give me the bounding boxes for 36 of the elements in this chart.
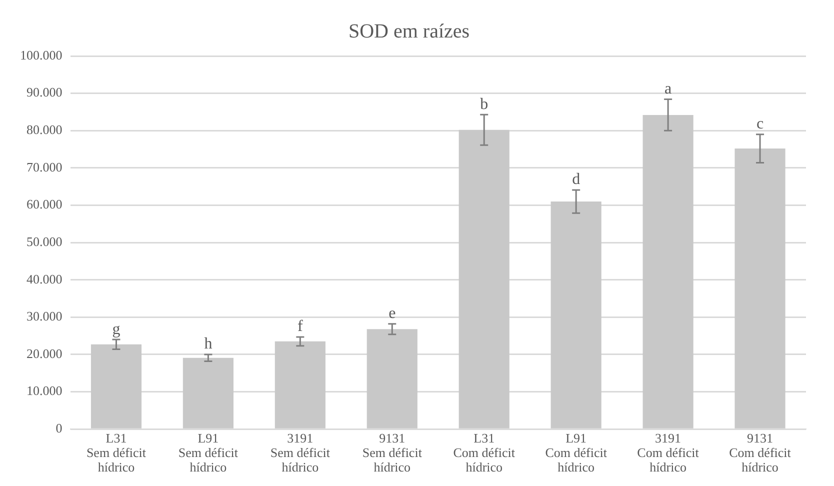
x-tick-label: L31 Com déficit hídrico: [453, 430, 516, 474]
y-tick-label: 0: [56, 420, 62, 436]
y-tick-label: 60.000: [26, 196, 62, 212]
x-tick-label: 3191 Sem déficit hídrico: [270, 430, 330, 474]
annotation: f: [298, 318, 304, 336]
x-tick-label: L91 Com déficit hídrico: [545, 430, 608, 474]
annotation: d: [572, 171, 580, 188]
y-tick-label: 70.000: [26, 159, 62, 174]
x-tick-label: 9131 Sem déficit hídrico: [362, 430, 422, 474]
annotation: c: [756, 116, 764, 133]
annotation: h: [204, 336, 212, 353]
bar: [734, 148, 786, 428]
x-tick-label: 9131 Com déficit hídrico: [729, 430, 792, 474]
y-tick-label: 10.000: [26, 383, 62, 398]
bar: [366, 329, 418, 428]
x-tick-label: 3191 Com déficit hídrico: [637, 430, 700, 474]
annotation: g: [112, 320, 120, 338]
x-tick-label: L31 Sem déficit hídrico: [86, 430, 146, 474]
bar: [458, 130, 510, 428]
bar: [182, 358, 234, 428]
y-tick-label: 40.000: [26, 271, 62, 286]
y-tick-label: 80.000: [26, 122, 62, 138]
bar: [550, 202, 602, 428]
y-tick-label: 100.000: [20, 47, 62, 62]
bar: [90, 344, 142, 428]
y-tick-label: 20.000: [26, 346, 62, 361]
annotation: e: [388, 305, 396, 322]
y-tick-label: 90.000: [26, 84, 62, 100]
bar: [642, 114, 694, 428]
annotation: a: [664, 80, 672, 98]
bar: [274, 341, 326, 428]
y-tick-label: 30.000: [26, 308, 62, 324]
chart-title: SOD em raízes: [348, 20, 470, 42]
y-tick-label: 50.000: [26, 234, 62, 249]
annotation: b: [480, 96, 488, 113]
x-tick-label: L91 Sem déficit hídrico: [178, 430, 238, 474]
